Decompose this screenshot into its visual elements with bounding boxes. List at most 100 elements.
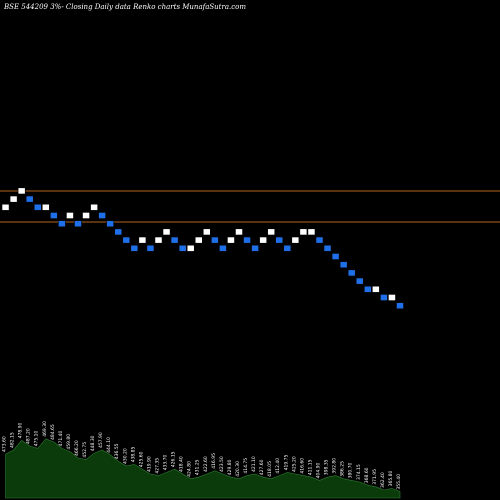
renko-brick-up — [371, 285, 380, 293]
volume-price-label: 430.20 — [122, 448, 128, 464]
volume-price-label: 423.50 — [219, 456, 225, 472]
renko-brick-down — [74, 220, 82, 228]
volume-price-label: 473.60 — [2, 436, 8, 452]
renko-brick-up — [138, 236, 147, 244]
renko-brick-up — [82, 212, 90, 219]
renko-brick-down — [283, 244, 292, 252]
renko-brick-down — [146, 244, 155, 252]
renko-brick-up — [194, 236, 203, 244]
volume-price-label: 457.90 — [98, 432, 104, 448]
volume-area — [5, 438, 401, 499]
renko-bricks — [1, 187, 404, 310]
volume-price-label: 452.75 — [82, 442, 88, 458]
renko-brick-down — [363, 285, 372, 293]
renko-brick-down — [347, 269, 356, 277]
renko-brick-down — [315, 236, 324, 244]
volume-price-label: 419.90 — [146, 456, 152, 472]
volume-price-label: 412.40 — [275, 458, 281, 474]
renko-brick-down — [211, 236, 219, 244]
volume-price-label: 355.40 — [396, 474, 402, 490]
renko-brick-down — [170, 236, 179, 244]
volume-price-label: 419.75 — [283, 455, 289, 471]
renko-brick-down — [339, 261, 348, 269]
volume-area-fill — [5, 438, 401, 499]
volume-price-label: 484.65 — [50, 424, 56, 440]
volume-price-label: 438.85 — [130, 447, 136, 463]
renko-brick-up — [299, 228, 308, 236]
volume-price-label: 427.60 — [259, 459, 265, 475]
volume-price-label: 429.80 — [227, 459, 233, 475]
renko-brick-up — [9, 195, 18, 203]
renko-brick-up — [202, 228, 211, 236]
renko-brick-up — [17, 187, 26, 195]
renko-brick-down — [130, 244, 139, 252]
volume-price-label: 422.60 — [203, 456, 209, 472]
renko-brick-up — [259, 236, 268, 244]
volume-price-label: 448.30 — [90, 435, 96, 451]
renko-brick-down — [251, 244, 259, 252]
renko-brick-up — [235, 228, 243, 236]
renko-brick-up — [186, 244, 195, 252]
volume-price-label: 411.15 — [307, 459, 313, 475]
volume-price-label: 424.80 — [187, 461, 193, 477]
volume-price-label: 418.40 — [179, 456, 185, 472]
reference-lines — [0, 190, 500, 223]
renko-brick-up — [227, 236, 235, 244]
volume-price-label: 436.55 — [114, 443, 120, 459]
volume-price-label: 425.20 — [291, 456, 297, 472]
renko-brick-down — [275, 236, 284, 244]
renko-brick-down — [25, 195, 34, 203]
renko-brick-up — [66, 212, 74, 219]
volume-price-label: 404.90 — [316, 463, 322, 479]
renko-brick-down — [243, 236, 251, 244]
renko-brick-up — [162, 228, 171, 236]
renko-brick-down — [331, 253, 340, 260]
volume-price-label: 374.15 — [356, 464, 362, 480]
volume-price-label: 469.30 — [42, 421, 48, 437]
volume-price-label: 433.70 — [163, 455, 169, 471]
volume-price-label: 425.60 — [138, 451, 144, 467]
renko-brick-up — [1, 203, 10, 211]
renko-brick-up — [291, 236, 300, 244]
renko-brick-down — [396, 302, 404, 310]
renko-brick-up — [154, 236, 163, 244]
renko-brick-up — [388, 294, 396, 301]
volume-price-label: 418.05 — [267, 461, 273, 477]
renko-brick-down — [98, 212, 106, 219]
renko-brick-down — [219, 244, 227, 252]
renko-brick-up — [307, 228, 316, 236]
volume-price-label: 414.75 — [243, 458, 249, 474]
volume-price-label: 478.90 — [18, 423, 24, 439]
volume-price-label: 380.70 — [348, 463, 354, 479]
renko-brick-down — [106, 220, 115, 228]
volume-price-label: 459.80 — [66, 434, 72, 450]
volume-price-label: 386.25 — [340, 461, 346, 477]
renko-brick-down — [58, 220, 66, 228]
volume-price-label: 365.80 — [388, 471, 394, 487]
volume-price-label: 444.10 — [106, 437, 112, 453]
renko-brick-down — [178, 244, 187, 252]
renko-brick-down — [355, 277, 364, 285]
renko-brick-down — [33, 203, 42, 211]
renko-brick-down — [323, 244, 332, 252]
renko-brick-down — [114, 228, 123, 236]
volume-price-label: 371.95 — [372, 469, 378, 485]
renko-brick-up — [90, 203, 98, 211]
volume-price-label: 368.60 — [364, 467, 370, 483]
volume-price-label: 466.20 — [74, 440, 80, 456]
volume-price-label: 420.30 — [235, 461, 241, 477]
volume-price-label: 416.60 — [299, 458, 305, 474]
volume-price-label: 392.80 — [332, 458, 338, 474]
volume-price-label: 426.15 — [171, 451, 177, 467]
volume-price-label: 416.95 — [211, 453, 217, 469]
volume-price-label: 482.15 — [10, 432, 16, 448]
renko-brick-down — [380, 294, 388, 301]
renko-brick-up — [41, 203, 50, 211]
volume-price-label: 487.20 — [26, 428, 32, 444]
volume-price-label: 431.25 — [195, 459, 201, 475]
volume-price-label: 362.40 — [380, 472, 386, 488]
renko-brick-down — [122, 236, 131, 244]
renko-brick-down — [49, 212, 58, 219]
